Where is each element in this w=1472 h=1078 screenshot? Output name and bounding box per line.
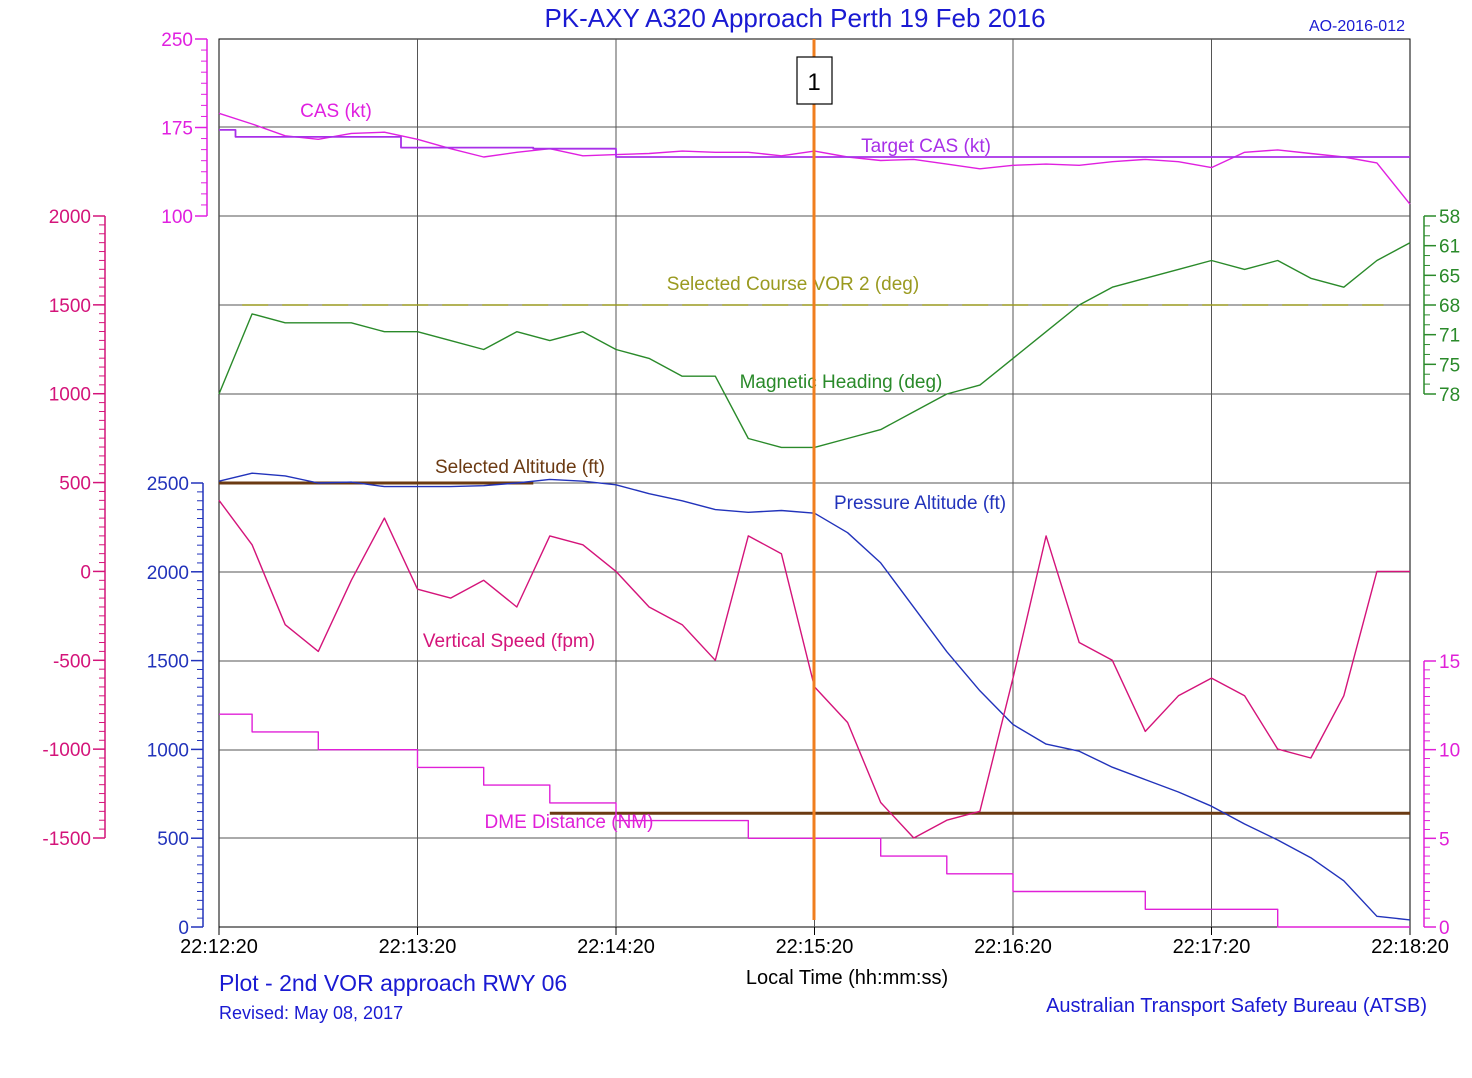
vs-tick-label: 2000 — [49, 207, 91, 228]
plot-caption: Plot - 2nd VOR approach RWY 06 — [219, 970, 567, 996]
heading-tick-label: 75 — [1439, 355, 1460, 376]
altitude-tick-label: 1000 — [147, 740, 189, 761]
heading-tick-label: 68 — [1439, 296, 1460, 317]
x-axis-title: Local Time (hh:mm:ss) — [746, 967, 948, 989]
series-label-dme-distance-nm: DME Distance (NM) — [485, 812, 654, 833]
series-label-selected-altitude-ft: Selected Altitude (ft) — [435, 457, 605, 478]
x-tick-label: 22:13:20 — [379, 936, 457, 958]
heading-tick-label: 58 — [1439, 207, 1460, 228]
dme-tick-label: 5 — [1439, 829, 1450, 850]
altitude-tick-label: 1500 — [147, 652, 189, 673]
chart-title: PK-AXY A320 Approach Perth 19 Feb 2016 — [544, 3, 1045, 33]
vs-tick-label: 1500 — [49, 296, 91, 317]
y-axes: 2501751002500200015001000500020001500100… — [42, 30, 1460, 939]
heading-tick-label: 71 — [1439, 326, 1460, 347]
series-label-target-cas-kt: Target CAS (kt) — [861, 136, 991, 157]
series-dme-distance-nm — [219, 713, 1410, 928]
x-tick-label: 22:14:20 — [577, 936, 655, 958]
x-tick-label: 22:16:20 — [974, 936, 1052, 958]
revised-date: Revised: May 08, 2017 — [219, 1003, 403, 1023]
x-tick-label: 22:18:20 — [1371, 936, 1449, 958]
report-id: AO-2016-012 — [1309, 18, 1405, 35]
cas-tick-label: 175 — [161, 119, 193, 140]
vs-tick-label: 500 — [59, 474, 91, 495]
agency-credit: Australian Transport Safety Bureau (ATSB… — [1046, 995, 1427, 1017]
heading-tick-label: 61 — [1439, 237, 1460, 258]
vs-tick-label: 0 — [80, 562, 91, 583]
cas-tick-label: 250 — [161, 30, 193, 51]
dme-tick-label: 15 — [1439, 652, 1460, 673]
series-label-magnetic-heading-deg: Magnetic Heading (deg) — [740, 372, 943, 393]
altitude-tick-label: 2000 — [147, 563, 189, 584]
cas-tick-label: 100 — [161, 207, 193, 228]
series-label-vertical-speed-fpm: Vertical Speed (fpm) — [423, 631, 595, 652]
vs-tick-label: -1000 — [42, 740, 91, 761]
series-label-selected-course-vor-2-deg: Selected Course VOR 2 (deg) — [667, 274, 919, 295]
x-tick-label: 22:15:20 — [776, 936, 854, 958]
series-label-cas-kt: CAS (kt) — [300, 101, 372, 122]
altitude-tick-label: 2500 — [147, 474, 189, 495]
altitude-tick-label: 500 — [157, 829, 189, 850]
x-tick-label: 22:12:20 — [180, 936, 258, 958]
x-tick-label: 22:17:20 — [1173, 936, 1251, 958]
heading-tick-label: 65 — [1439, 266, 1460, 287]
x-axis-ticks: 22:12:20 22:13:20 22:14:20 22:15:20 22:16:20… — [180, 927, 1449, 958]
dme-tick-label: 0 — [1439, 918, 1450, 939]
series-target-cas-kt — [219, 128, 1410, 158]
vs-tick-label: -500 — [53, 651, 91, 672]
dme-tick-label: 10 — [1439, 741, 1460, 762]
series-label-pressure-altitude-ft: Pressure Altitude (ft) — [834, 493, 1006, 514]
event-marker-box — [796, 56, 833, 105]
event-marker-label: 1 — [807, 69, 820, 96]
series-labels: CAS (kt) Target CAS (kt) Selected Course V… — [300, 101, 1006, 833]
heading-tick-label: 78 — [1439, 385, 1460, 406]
vs-tick-label: -1500 — [42, 829, 91, 850]
vs-tick-label: 1000 — [49, 385, 91, 406]
altitude-tick-label: 0 — [178, 918, 189, 939]
